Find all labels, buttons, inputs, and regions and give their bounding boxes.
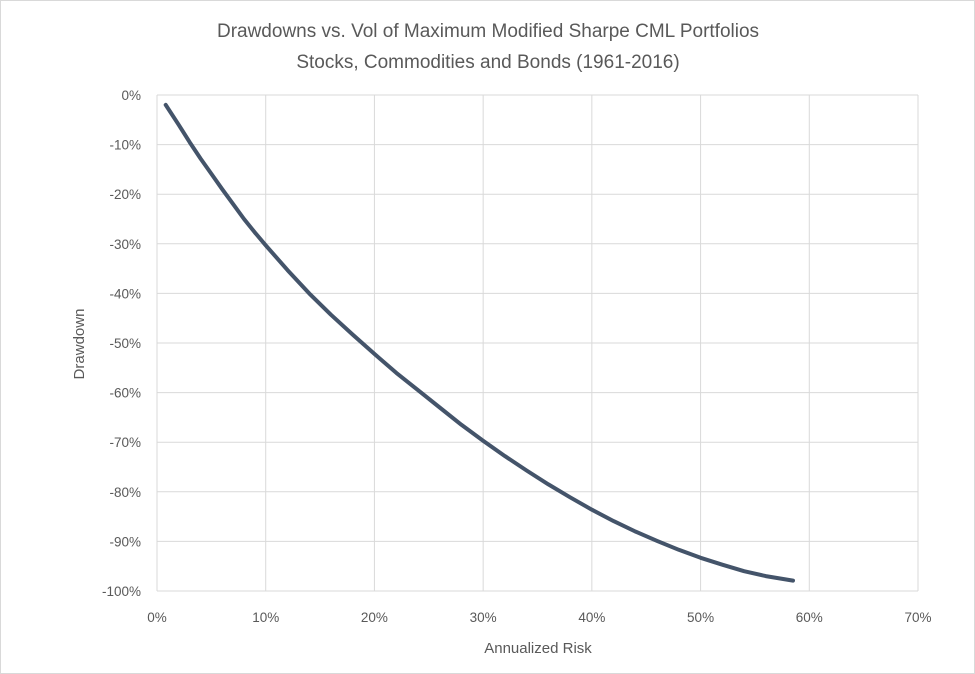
y-tick-label: 0% (121, 88, 141, 103)
chart-title: Drawdowns vs. Vol of Maximum Modified Sh… (217, 21, 759, 42)
tick-labels: 0% 10% 20% 30% 40% 50% 60% 70% 0% -10% -20% -30% -40… (102, 88, 932, 625)
x-tick-label: 60% (796, 610, 823, 625)
gridlines (156, 94, 919, 592)
y-tick-label: -40% (109, 286, 141, 301)
y-tick-label: -100% (102, 584, 141, 599)
x-tick-label: 70% (904, 610, 931, 625)
drawdown-series-line (163, 102, 795, 583)
y-axis-label: Drawdown (71, 309, 88, 380)
x-tick-label: 0% (147, 610, 167, 625)
y-tick-label: -70% (109, 435, 141, 450)
x-tick-label: 10% (252, 610, 279, 625)
x-tick-label: 30% (470, 610, 497, 625)
y-tick-label: -10% (109, 138, 141, 153)
x-tick-label: 40% (578, 610, 605, 625)
x-tick-label: 50% (687, 610, 714, 625)
y-tick-label: -60% (109, 386, 141, 401)
x-axis-label: Annualized Risk (484, 640, 592, 657)
y-tick-label: -20% (109, 187, 141, 202)
chart-subtitle: Stocks, Commodities and Bonds (1961-2016… (296, 52, 679, 73)
x-tick-label: 20% (361, 610, 388, 625)
y-tick-label: -30% (109, 237, 141, 252)
series-layer (163, 102, 795, 583)
y-tick-label: -80% (109, 485, 141, 500)
y-tick-label: -50% (109, 336, 141, 351)
y-tick-label: -90% (109, 534, 141, 549)
